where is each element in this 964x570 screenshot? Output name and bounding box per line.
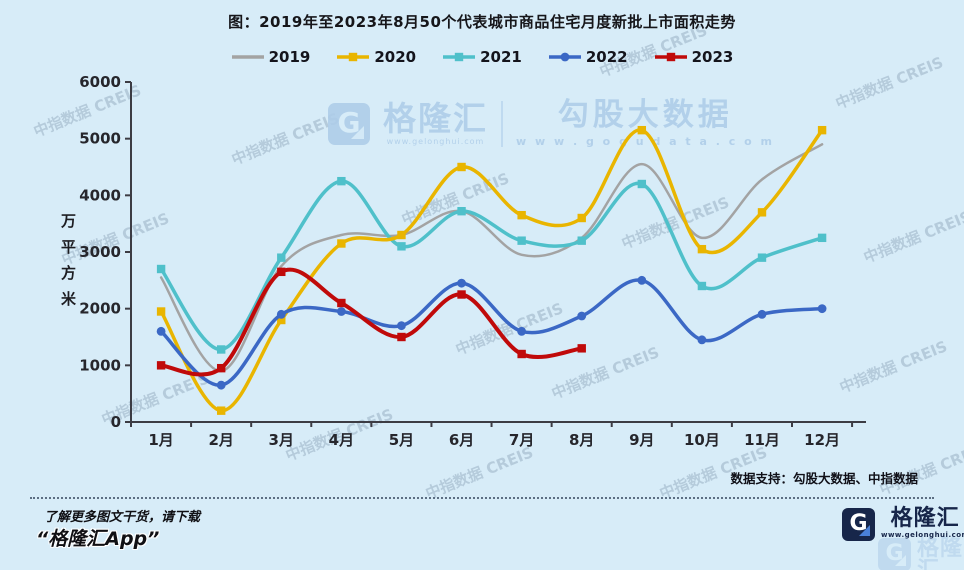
logo-triangle-icon bbox=[859, 525, 870, 536]
footer-app-name: “格隆汇App” bbox=[36, 528, 160, 550]
svg-text:0: 0 bbox=[111, 413, 121, 431]
chart-legend: 2019 2020 2021 2022 2023 bbox=[0, 48, 964, 66]
svg-text:10月: 10月 bbox=[684, 431, 720, 449]
svg-text:8月: 8月 bbox=[569, 431, 594, 449]
svg-text:7月: 7月 bbox=[509, 431, 534, 449]
svg-text:5月: 5月 bbox=[389, 431, 414, 449]
legend-swatch-icon bbox=[443, 52, 476, 62]
svg-text:2000: 2000 bbox=[79, 300, 121, 318]
legend-item-2023: 2023 bbox=[654, 48, 734, 66]
legend-label: 2023 bbox=[691, 48, 734, 66]
svg-text:3000: 3000 bbox=[79, 243, 121, 261]
logo-triangle-icon bbox=[895, 555, 906, 566]
svg-text:4000: 4000 bbox=[79, 186, 121, 204]
legend-item-2022: 2022 bbox=[548, 48, 628, 66]
svg-text:3月: 3月 bbox=[269, 431, 294, 449]
legend-swatch-icon bbox=[548, 52, 581, 62]
gelonghui-logo-icon: G bbox=[842, 508, 875, 541]
footer-promo-text: 了解更多图文干货，请下载 bbox=[44, 510, 201, 525]
svg-text:4月: 4月 bbox=[329, 431, 354, 449]
legend-label: 2021 bbox=[480, 48, 522, 66]
legend-swatch-icon bbox=[654, 52, 687, 62]
data-source-note: 数据支持：勾股大数据、中指数据 bbox=[730, 471, 918, 486]
legend-swatch-icon bbox=[337, 52, 370, 62]
line-chart-plot: 0 1000 2000 3000 4000 5000 6000 1月 2月 3月 4月 5月 6月 7月 8… bbox=[79, 73, 866, 449]
svg-text:5000: 5000 bbox=[79, 130, 121, 148]
svg-text:9月: 9月 bbox=[629, 431, 654, 449]
svg-text:1月: 1月 bbox=[148, 431, 173, 449]
legend-item-2021: 2021 bbox=[442, 48, 522, 66]
legend-item-2020: 2020 bbox=[336, 48, 416, 66]
footer-logo-watermark: G 格隆汇 bbox=[878, 538, 964, 570]
svg-text:12月: 12月 bbox=[804, 431, 840, 449]
svg-text:6000: 6000 bbox=[79, 73, 121, 91]
legend-label: 2019 bbox=[268, 48, 311, 66]
svg-text:1000: 1000 bbox=[79, 356, 121, 374]
legend-label: 2020 bbox=[374, 48, 417, 66]
gelonghui-logo-icon: G bbox=[878, 538, 911, 570]
legend-item-2019: 2019 bbox=[231, 48, 311, 66]
legend-label: 2022 bbox=[585, 48, 628, 66]
footer-divider bbox=[30, 497, 934, 499]
svg-text:11月: 11月 bbox=[744, 431, 780, 449]
y-axis-unit-label: 万平方米 bbox=[59, 213, 77, 317]
footer-brand-url: www.gelonghui.com bbox=[881, 531, 964, 539]
svg-text:6月: 6月 bbox=[449, 431, 474, 449]
footer-brand-name: 格隆汇 bbox=[890, 506, 960, 531]
svg-text:2月: 2月 bbox=[208, 431, 233, 449]
legend-swatch-icon bbox=[231, 55, 264, 59]
footer-brand-logo: G 格隆汇 www.gelonghui.com bbox=[842, 508, 964, 541]
chart-title: 图：2019年至2023年8月50个代表城市商品住宅月度新批上市面积走势 bbox=[228, 13, 736, 31]
